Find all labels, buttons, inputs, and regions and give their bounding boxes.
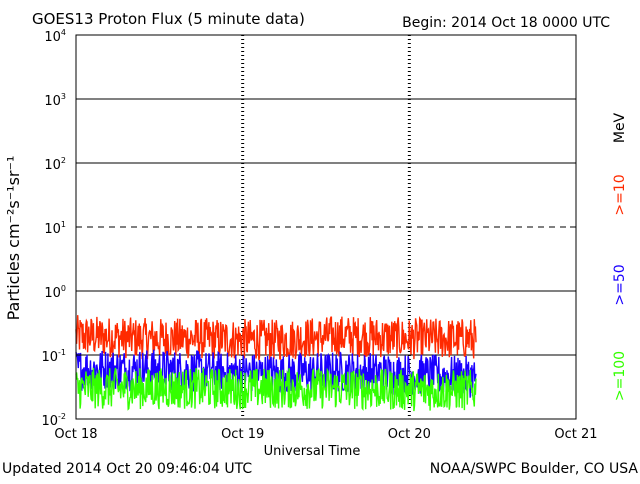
y-tick-label: 10-2	[41, 412, 66, 429]
x-tick-label: Oct 21	[554, 427, 597, 442]
x-tick-label: Oct 19	[221, 427, 264, 442]
updated-timestamp: Updated 2014 Oct 20 09:46:04 UTC	[2, 461, 252, 477]
legend-ge100: >=100	[612, 351, 628, 401]
legend-ge10: >=10	[612, 174, 628, 215]
series-line-ge100	[75, 367, 477, 412]
y-tick-label: 101	[44, 220, 66, 237]
chart-title: GOES13 Proton Flux (5 minute data)	[32, 10, 305, 28]
begin-label: Begin: 2014 Oct 18 0000 UTC	[402, 15, 610, 31]
units-label: MeV	[612, 112, 628, 143]
series-line-ge10	[75, 315, 477, 361]
x-axis-label: Universal Time	[264, 444, 361, 459]
y-axis-label: Particles cm⁻²s⁻¹sr⁻¹	[4, 156, 23, 321]
y-tick-label: 103	[44, 92, 66, 109]
x-tick-label: Oct 20	[388, 427, 431, 442]
y-tick-label: 102	[44, 156, 66, 173]
credit-text: NOAA/SWPC Boulder, CO USA	[430, 461, 639, 477]
x-tick-label: Oct 18	[54, 427, 97, 442]
y-tick-label: 100	[44, 284, 66, 301]
legend-ge50: >=50	[612, 264, 628, 305]
y-tick-label: 104	[44, 28, 66, 45]
y-tick-label: 10-1	[41, 348, 66, 365]
